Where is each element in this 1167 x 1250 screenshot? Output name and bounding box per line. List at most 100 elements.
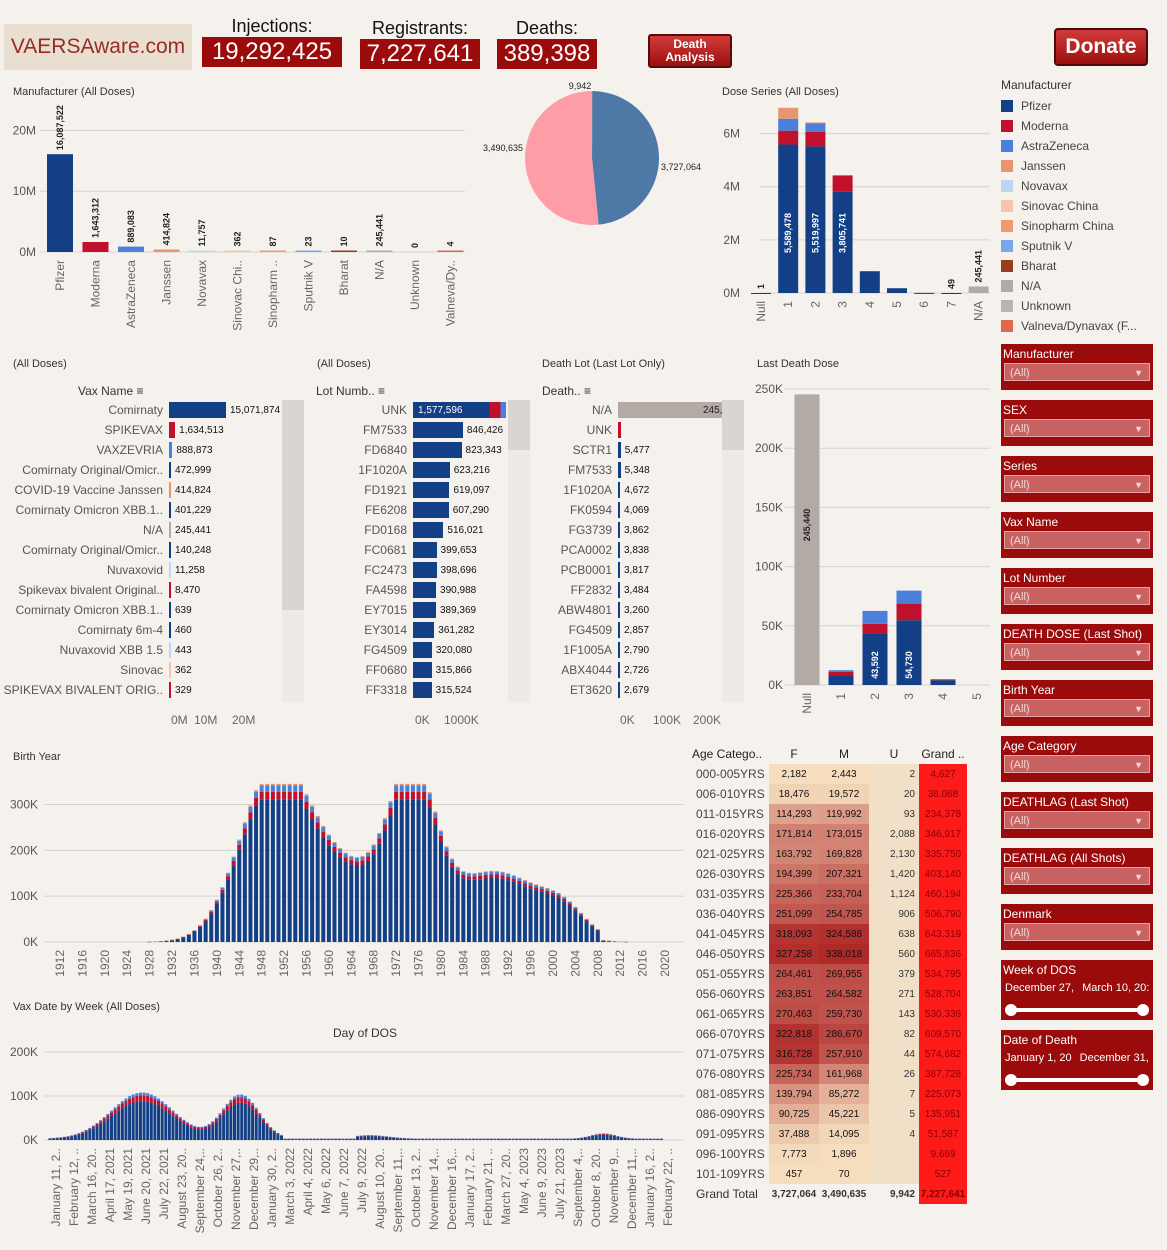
bar-segment[interactable] [280,1134,284,1136]
bar-segment[interactable] [204,1125,208,1127]
bar-segment[interactable] [590,926,595,942]
bar-segment[interactable] [388,802,393,808]
bar-segment[interactable] [539,891,544,942]
bar-segment[interactable] [269,1126,273,1128]
bar-segment[interactable] [287,1138,291,1140]
bar-segment[interactable] [457,1138,461,1140]
bar-segment[interactable] [573,1138,577,1139]
bar-segment[interactable] [466,876,471,880]
bar-segment[interactable] [198,925,203,927]
bar-segment[interactable] [778,107,799,119]
bar-segment[interactable] [304,809,309,942]
bar-segment[interactable] [242,828,247,835]
bar-segment[interactable] [482,1138,486,1140]
bar-segment[interactable] [377,832,382,835]
bar-segment[interactable] [464,1138,468,1140]
bar-segment[interactable] [337,1138,341,1140]
list-row[interactable]: 1F1005A 2,790 [520,640,745,660]
bar[interactable] [413,682,432,698]
bar-segment[interactable] [576,1138,580,1139]
bar-segment[interactable] [438,835,443,842]
bar-segment[interactable] [511,1138,515,1140]
bar-segment[interactable] [395,1137,399,1140]
bar-segment[interactable] [59,1137,63,1140]
bar-segment[interactable] [528,888,533,942]
scrollbar-thumb[interactable] [282,400,304,610]
bar-segment[interactable] [598,1133,602,1135]
bar-segment[interactable] [370,1135,374,1137]
chevron-down-icon[interactable]: ▼ [1134,480,1143,490]
bar[interactable] [169,422,176,438]
bar-segment[interactable] [366,1135,370,1137]
column-header[interactable]: M [839,747,849,761]
table-row[interactable]: 076-080YRS 225,734 161,968 26 387,728 [692,1064,967,1084]
bar-segment[interactable] [486,1138,490,1140]
bar-segment[interactable] [207,1125,211,1127]
bar-segment[interactable] [259,783,264,786]
bar-segment[interactable] [233,1096,236,1100]
bar-segment[interactable] [612,941,617,942]
bar-segment[interactable] [511,875,516,876]
bar-segment[interactable] [598,1134,602,1135]
bar-segment[interactable] [584,919,589,922]
bar-segment[interactable] [478,872,483,873]
bar-segment[interactable] [518,1138,522,1140]
bar-segment[interactable] [583,1137,587,1140]
bar-segment[interactable] [269,1127,273,1130]
bar-segment[interactable] [55,1138,59,1140]
bar-segment[interactable] [794,394,820,685]
bar-segment[interactable] [186,934,191,935]
bar-segment[interactable] [359,1135,363,1137]
bar-segment[interactable] [66,1136,70,1137]
bar-segment[interactable] [416,799,421,942]
scrollbar-thumb[interactable] [722,400,744,450]
bar-segment[interactable] [237,839,242,841]
table-row[interactable]: 026-030YRS 194,399 207,321 1,420 403,140 [692,864,967,884]
bar-segment[interactable] [612,1135,616,1140]
bar-segment[interactable] [384,1136,388,1140]
bar-segment[interactable] [598,1134,602,1140]
bar-segment[interactable] [157,1101,161,1106]
range-to[interactable]: December 31, [1079,1052,1149,1064]
bar-segment[interactable] [606,940,611,942]
bar-segment[interactable] [359,1135,363,1137]
bar-segment[interactable] [413,1138,417,1140]
bar-segment[interactable] [547,1138,551,1140]
list-row[interactable]: N/A 245,441 [0,520,310,540]
bar-segment[interactable] [171,1115,175,1140]
bar-segment[interactable] [240,1094,244,1098]
bar-segment[interactable] [196,1126,200,1128]
bar-segment[interactable] [413,1138,417,1140]
bar[interactable] [618,502,621,518]
bar[interactable] [618,642,620,658]
bar-segment[interactable] [294,1138,298,1140]
bar-segment[interactable] [102,1117,106,1119]
bar-segment[interactable] [321,825,326,828]
bar-segment[interactable] [272,1130,276,1133]
bar-segment[interactable] [634,1138,638,1140]
bar-segment[interactable] [181,936,186,938]
legend-item[interactable]: Sinovac China [1001,196,1161,216]
bar-segment[interactable] [446,1138,450,1140]
table-row[interactable]: 056-060YRS 263,851 264,582 271 528,704 [692,984,967,1004]
bar-segment[interactable] [450,858,455,860]
bar-segment[interactable] [478,875,483,880]
bar-segment[interactable] [120,1108,124,1140]
table-row[interactable]: 016-020YRS 171,814 173,015 2,088 346,917 [692,824,967,844]
list-row[interactable]: EY3014 361,282 [300,620,530,640]
bar-segment[interactable] [231,856,236,858]
bar-segment[interactable] [182,1123,186,1140]
bar-segment[interactable] [95,1126,99,1140]
bar-segment[interactable] [500,1138,504,1140]
bar[interactable] [47,154,73,252]
bar-segment[interactable] [298,785,303,792]
list-row[interactable]: Comirnaty Original/Omicr.. 472,999 [0,460,310,480]
bar-segment[interactable] [410,1138,414,1140]
bar[interactable] [413,402,506,418]
bar-segment[interactable] [569,1138,573,1140]
bar-segment[interactable] [550,895,555,942]
bar-segment[interactable] [338,857,343,942]
bar-segment[interactable] [656,1138,660,1140]
bar-segment[interactable] [410,783,415,786]
bar-segment[interactable] [374,1135,378,1136]
